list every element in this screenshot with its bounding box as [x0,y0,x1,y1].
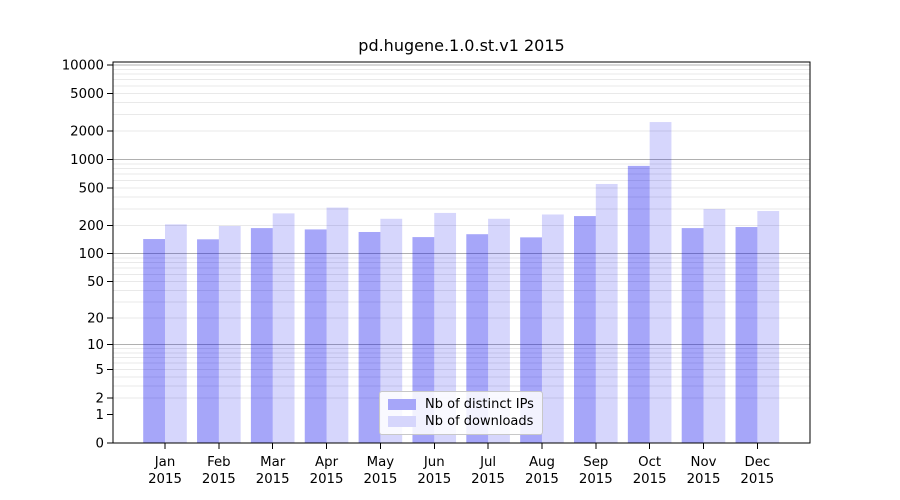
x-tick-label-month: Apr [315,455,339,470]
bar-downloads-jun [434,212,457,443]
bar-downloads-dec [757,211,780,443]
y-tick-label: 1000 [70,153,104,168]
bar-distinct-ips-sep [574,216,596,443]
x-tick-label-month: Nov [691,455,717,470]
bar-distinct-ips-jul [466,234,489,443]
y-tick-label: 1 [96,408,104,423]
x-tick-label-year: 2015 [202,472,236,487]
x-tick-label-year: 2015 [687,472,721,487]
y-tick-label: 5000 [70,87,104,102]
y-tick-label: 0 [96,437,104,452]
plot-border [112,61,811,444]
bar-downloads-sep [595,183,618,443]
y-tick-label: 500 [79,181,104,196]
legend: Nb of distinct IPs Nb of downloads [379,391,543,435]
bar-downloads-aug [541,214,564,443]
x-tick-label-year: 2015 [525,472,559,487]
bar-distinct-ips-nov [681,228,704,443]
legend-swatch-downloads [388,416,416,427]
x-tick-label-month: Jul [479,455,496,470]
y-tick-label: 10000 [62,58,104,73]
legend-swatch-distinct-ips [388,399,416,410]
x-tick-label-month: Jun [423,455,445,470]
x-tick-label-month: Jan [154,455,176,470]
y-tick-label: 10 [87,338,104,353]
bar-distinct-ips-feb [197,239,219,443]
x-tick-label-year: 2015 [740,472,774,487]
y-tick-label: 2 [96,391,104,406]
bar-distinct-ips-mar [250,228,273,443]
y-tick-label: 50 [87,275,104,290]
x-tick-label-month: Aug [529,455,555,470]
x-tick-label-month: May [367,455,395,470]
x-tick-label-month: Mar [260,455,286,470]
bar-downloads-feb [218,225,241,443]
bar-downloads-mar [272,213,295,443]
y-tick-label: 100 [79,247,104,262]
y-tick-label: 20 [87,312,104,327]
chart-title: pd.hugene.1.0.st.v1 2015 [358,36,565,55]
x-tick-label-month: Sep [583,455,608,470]
bar-downloads-apr [326,207,349,443]
bar-distinct-ips-dec [735,227,758,443]
x-tick-label-year: 2015 [633,472,667,487]
bar-downloads-jan [165,224,187,443]
bar-distinct-ips-may [358,231,381,443]
legend-label-downloads: Nb of downloads [425,414,534,429]
x-tick-label-year: 2015 [310,472,344,487]
x-tick-label-year: 2015 [471,472,505,487]
x-tick-label-month: Feb [207,455,231,470]
x-tick-label-month: Dec [744,455,770,470]
bar-distinct-ips-apr [304,229,327,443]
legend-item-distinct-ips: Nb of distinct IPs [388,398,534,411]
x-tick-label-year: 2015 [417,472,451,487]
x-tick-label-year: 2015 [256,472,290,487]
bar-downloads-nov [703,209,726,443]
bar-distinct-ips-jan [143,239,165,443]
bar-distinct-ips-oct [627,165,650,443]
x-tick-label-year: 2015 [579,472,613,487]
bar-downloads-jul [488,218,510,443]
y-tick-label: 200 [79,219,104,234]
x-tick-label-year: 2015 [148,472,182,487]
bar-downloads-may [380,218,403,443]
bar-downloads-oct [649,122,672,443]
x-tick-label-month: Oct [638,455,661,470]
legend-label-distinct-ips: Nb of distinct IPs [425,397,534,412]
x-tick-label-year: 2015 [363,472,397,487]
y-tick-label: 2000 [70,125,104,140]
legend-item-downloads: Nb of downloads [388,415,534,428]
y-tick-label: 5 [96,363,104,378]
